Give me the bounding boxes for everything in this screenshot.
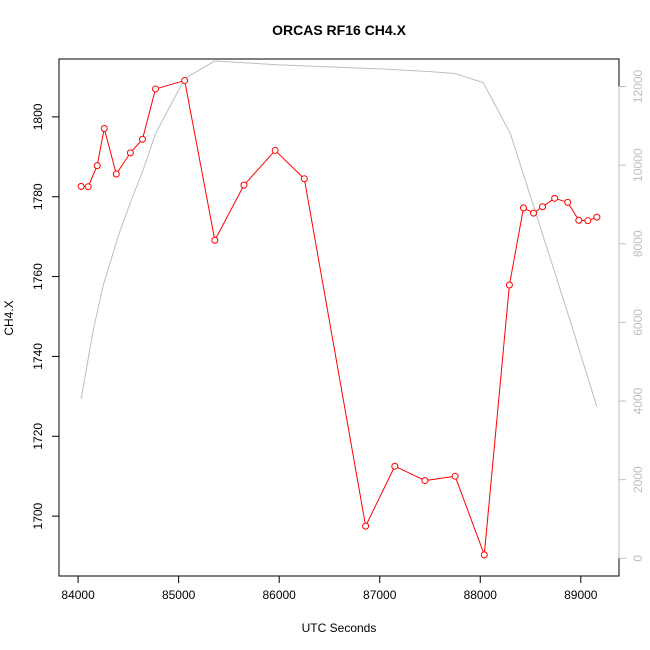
ch4-line-segment [103, 128, 117, 175]
ch4-line-segment [274, 150, 305, 180]
y2-tick-label: 6000 [631, 309, 645, 336]
ch4-data-point [300, 175, 308, 183]
y-tick-label: 1700 [31, 502, 45, 529]
ch4-data-point [271, 146, 279, 154]
ch4-line-segment [115, 152, 131, 175]
ch4-line-segment [567, 202, 580, 221]
y2-tick-label: 2000 [631, 466, 645, 493]
secondary-line-segment [329, 66, 380, 70]
ch4-data-point [181, 77, 189, 85]
ch4-line-segment [141, 88, 157, 140]
ch4-data-point [391, 462, 399, 470]
x-tick-label: 84000 [61, 588, 95, 602]
ch4-line-segment [243, 150, 276, 186]
ch4-data-point [593, 213, 601, 221]
ch4-data-point [584, 217, 592, 225]
x-tick-label: 86000 [262, 588, 296, 602]
ch4-data-point [112, 170, 120, 178]
y2-axis: 0 2000 4000 6000 8000 10000 12000 [618, 70, 645, 562]
ch4-data-point [505, 281, 513, 289]
y-tick-label: 1740 [31, 343, 45, 370]
y-tick-label: 1720 [31, 423, 45, 450]
secondary-line-segment [184, 60, 216, 80]
y-axis-label: CH4.X [2, 300, 16, 335]
y-tick-label: 1780 [31, 183, 45, 210]
y2-tick-label: 4000 [631, 387, 645, 414]
ch4-data-point [93, 162, 101, 170]
secondary-line-segment [117, 202, 131, 237]
ch4-line-segment [454, 476, 485, 556]
ch4-line-segment [365, 465, 396, 527]
ch4-data-point [564, 198, 572, 206]
ch4-data-point [152, 85, 160, 93]
ch4-data-point [240, 181, 248, 189]
x-axis: 84000 85000 86000 87000 88000 89000 [61, 575, 598, 602]
y-tick-label: 1760 [31, 263, 45, 290]
ch4-data-point [530, 209, 538, 217]
ch4-data-point [519, 204, 527, 212]
y-tick-label: 1800 [31, 103, 45, 130]
ch4-points [77, 77, 601, 559]
ch4-data-point [480, 551, 488, 559]
secondary-line-segment [92, 284, 104, 331]
secondary-line-segment [102, 235, 119, 286]
ch4-data-point [362, 522, 370, 530]
secondary-line-segment [570, 322, 598, 408]
chart-title: ORCAS RF16 CH4.X [272, 22, 406, 38]
secondary-line-segment [142, 133, 156, 170]
secondary-line-segment [482, 82, 511, 134]
ch4-data-point [100, 124, 108, 132]
ch4-data-point [421, 477, 429, 485]
y2-tick-label: 10000 [631, 148, 645, 182]
ch4-data-point [138, 135, 146, 143]
x-axis-label: UTC Seconds [302, 621, 377, 635]
secondary-line-segment [129, 168, 144, 203]
ch4-line-segment [87, 165, 98, 187]
secondary-line-segment [155, 78, 186, 134]
ch4-line-segment [394, 465, 426, 482]
secondary-line-segment [214, 60, 280, 66]
ch4-line-segment [483, 284, 510, 555]
ch4-line-segment [424, 475, 456, 482]
ch4-line-segment [303, 178, 367, 527]
y2-tick-label: 0 [631, 555, 645, 562]
secondary-series [80, 60, 598, 408]
ch4-series [81, 80, 598, 556]
y2-tick-label: 12000 [631, 70, 645, 104]
ch4-line-segment [184, 80, 216, 241]
ch4-data-point [451, 472, 459, 480]
ch4-line-segment [96, 128, 105, 166]
ch4-line-segment [155, 80, 185, 90]
x-tick-label: 87000 [363, 588, 397, 602]
secondary-line-segment [80, 330, 94, 400]
ch4-data-point [575, 216, 583, 224]
ch4-data-point [551, 194, 559, 202]
secondary-line-segment [279, 64, 330, 68]
ch4-line-segment [508, 207, 524, 286]
secondary-line-segment [379, 68, 431, 73]
secondary-line-segment [454, 73, 484, 84]
ch4-data-point [211, 236, 219, 244]
ch4-data-point [126, 149, 134, 157]
secondary-line-segment [429, 71, 456, 75]
ch4-data-point [539, 203, 547, 211]
ch4-line-segment [214, 184, 245, 241]
y-axis: 1700 1720 1740 1760 1780 1800 [31, 103, 60, 529]
x-tick-label: 88000 [464, 588, 498, 602]
ch4-data-point [84, 183, 92, 191]
x-tick-label: 89000 [564, 588, 598, 602]
secondary-line-segment [540, 227, 572, 323]
x-tick-label: 85000 [162, 588, 196, 602]
y2-tick-label: 8000 [631, 230, 645, 257]
ch4-data-point [77, 182, 85, 190]
